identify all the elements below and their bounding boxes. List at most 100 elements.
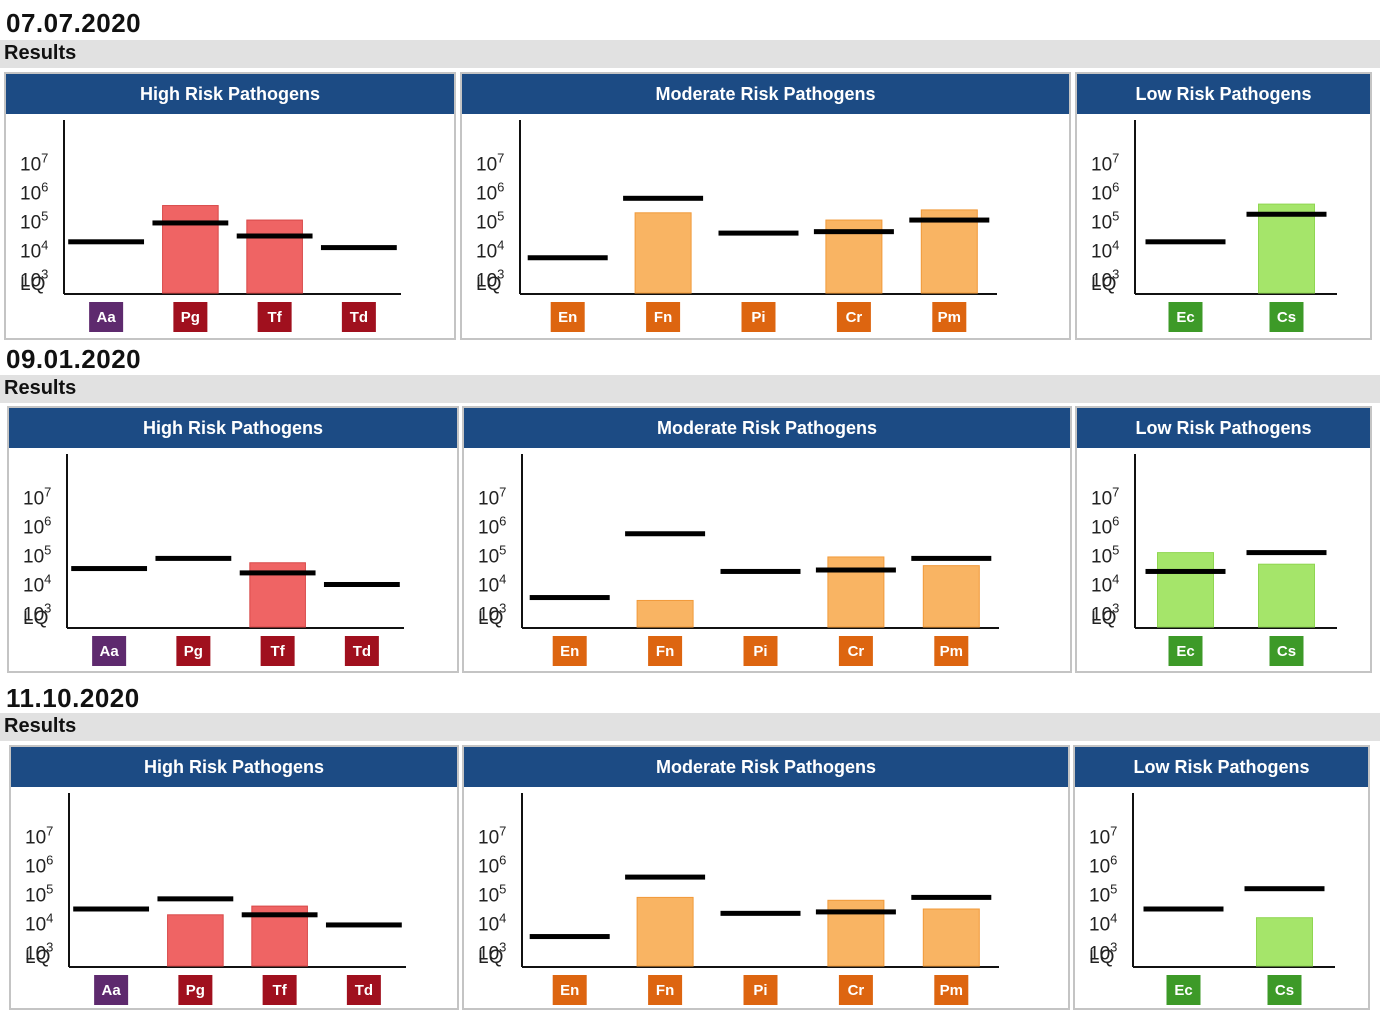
pathogen-label-box — [1168, 636, 1203, 666]
threshold-line-fn — [625, 874, 706, 880]
y-tick-label: 103 — [1091, 601, 1119, 626]
y-tick-label: 103 — [1091, 267, 1119, 292]
pathogen-label: Pi — [753, 982, 767, 999]
threshold-line-en — [529, 934, 610, 940]
y-tick-label: 104 — [478, 572, 506, 597]
y-tick-label: 105 — [1091, 543, 1119, 568]
threshold-line-ec — [1145, 568, 1226, 574]
y-tick-label: LQ — [1089, 947, 1114, 968]
y-tick-label: LQ — [1091, 274, 1116, 295]
pathogen-label-box — [552, 636, 587, 666]
panel-title: Low Risk Pathogens — [1077, 74, 1370, 114]
bar-pg — [162, 205, 219, 294]
y-tick-label: 105 — [478, 543, 506, 568]
pathogen-label-box — [838, 975, 873, 1005]
panel-title: Low Risk Pathogens — [1075, 747, 1368, 787]
threshold-line-cr — [813, 229, 894, 235]
bar-tf — [246, 219, 303, 294]
pathogen-label: Td — [350, 309, 368, 326]
y-tick-label: 107 — [1089, 824, 1117, 849]
results-bar: Results — [0, 375, 1380, 403]
y-tick-label: 105 — [20, 209, 48, 234]
threshold-line-td — [325, 922, 402, 928]
pathogen-label-box — [648, 975, 683, 1005]
threshold-line-td — [320, 245, 397, 251]
y-tick-label: 106 — [1089, 853, 1117, 878]
pathogen-label-box — [741, 302, 776, 332]
bar-cr — [827, 556, 885, 628]
pathogen-label-box — [176, 636, 211, 666]
y-tick-label: 105 — [1091, 209, 1119, 234]
y-tick-label: 107 — [1091, 485, 1119, 510]
y-tick-label: 106 — [478, 853, 506, 878]
threshold-line-pm — [911, 894, 992, 900]
threshold-line-cr — [815, 909, 896, 915]
y-tick-label: LQ — [25, 947, 50, 968]
pathogen-label: Aa — [97, 309, 117, 326]
pathogen-label: Cs — [1277, 643, 1296, 660]
pathogen-label-box — [1269, 636, 1304, 666]
pathogen-label-box — [344, 636, 379, 666]
y-tick-label: 104 — [1091, 572, 1119, 597]
threshold-line-fn — [625, 531, 706, 537]
threshold-line-pg — [157, 896, 234, 902]
results-bar: Results — [0, 40, 1380, 68]
pathogen-label-box — [173, 302, 208, 332]
bar-ec — [1157, 552, 1214, 628]
pathogen-label: Ec — [1176, 309, 1194, 326]
y-tick-label: 103 — [20, 267, 48, 292]
threshold-line-aa — [68, 239, 145, 245]
pathogen-label-box — [341, 302, 376, 332]
y-tick-label: 105 — [23, 543, 51, 568]
pathogen-label: Fn — [656, 643, 674, 660]
threshold-line-pm — [909, 217, 990, 223]
pathogen-label: En — [560, 643, 579, 660]
y-tick-label: LQ — [476, 274, 501, 295]
y-tick-label: 103 — [476, 267, 504, 292]
pathogen-label: Pm — [938, 309, 961, 326]
panel-high-risk: High Risk Pathogens 107 106 105 104 103 LQ Aa P… — [9, 745, 459, 1010]
y-tick-label: 104 — [20, 238, 48, 263]
pathogen-label: Cr — [848, 982, 865, 999]
threshold-line-pg — [155, 555, 232, 561]
pathogen-label-box — [1168, 302, 1203, 332]
pathogen-label: Pg — [181, 309, 200, 326]
pathogen-label-box — [743, 636, 778, 666]
threshold-line-pm — [911, 555, 992, 561]
threshold-line-tf — [236, 233, 313, 239]
y-tick-label: 103 — [478, 601, 506, 626]
y-tick-label: 104 — [476, 238, 504, 263]
threshold-line-aa — [73, 906, 150, 912]
bar-pm — [922, 565, 980, 628]
panel-low-risk: Low Risk Pathogens 107 106 105 104 103 LQ Ec Cs — [1073, 745, 1370, 1010]
pathogen-label: En — [558, 309, 577, 326]
results-bar: Results — [0, 713, 1380, 741]
pathogen-label: En — [560, 982, 579, 999]
y-tick-label: 106 — [1091, 514, 1119, 539]
pathogen-label: Td — [355, 982, 373, 999]
panel-title: High Risk Pathogens — [6, 74, 454, 114]
bar-pg — [167, 914, 224, 967]
pathogen-label: Td — [353, 643, 371, 660]
threshold-line-pi — [720, 910, 801, 916]
panel-high-risk: High Risk Pathogens 107 106 105 104 103 LQ Aa P… — [7, 406, 459, 673]
threshold-line-pi — [720, 568, 801, 574]
pathogen-label-box — [1166, 975, 1201, 1005]
pathogen-label-box — [94, 975, 129, 1005]
pathogen-label: Ec — [1176, 643, 1194, 660]
threshold-line-cs — [1246, 550, 1327, 556]
panel-title: High Risk Pathogens — [11, 747, 457, 787]
pathogen-label-box — [260, 636, 295, 666]
pathogen-label: Pg — [186, 982, 205, 999]
y-tick-label: 106 — [25, 853, 53, 878]
pathogen-label-box — [178, 975, 213, 1005]
y-tick-label: 107 — [25, 824, 53, 849]
panel-title: Moderate Risk Pathogens — [462, 74, 1069, 114]
y-tick-label: 104 — [1089, 911, 1117, 936]
section-date: 07.07.2020 — [6, 8, 142, 38]
